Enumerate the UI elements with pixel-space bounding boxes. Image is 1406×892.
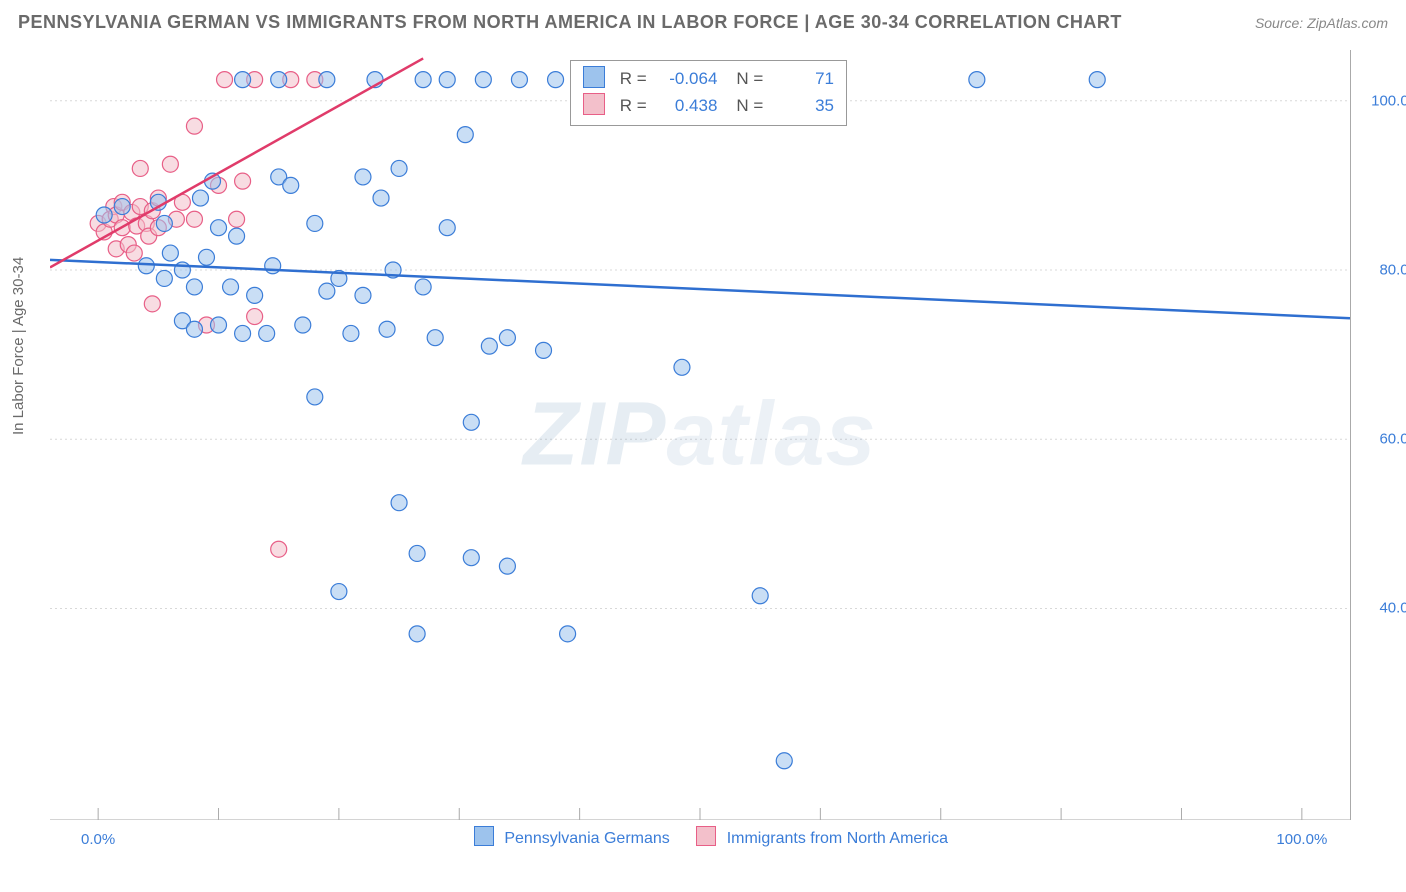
swatch-na [583,93,605,115]
source-label: Source: ZipAtlas.com [1255,15,1388,31]
legend-label-pg: Pennsylvania Germans [504,830,669,847]
r-value-na: 0.438 [651,92,717,119]
n-value-pg: 71 [768,65,834,92]
legend-label-na: Immigrants from North America [727,830,948,847]
bottom-legend: Pennsylvania Germans Immigrants from Nor… [50,826,1350,848]
n-value-na: 35 [768,92,834,119]
scatter-svg [50,50,1350,820]
stats-row-na: R = 0.438 N = 35 [583,92,834,119]
r-value-pg: -0.064 [651,65,717,92]
x-tick-label: 0.0% [81,831,115,848]
y-axis-label: In Labor Force | Age 30-34 [10,257,27,435]
y-tick-label: 40.0% [1379,600,1406,617]
chart-plot-area: ZIPatlas R = -0.064 N = 71 R = 0.438 N =… [50,50,1351,820]
stats-row-pg: R = -0.064 N = 71 [583,65,834,92]
y-tick-label: 100.0% [1371,92,1406,109]
y-tick-label: 80.0% [1379,262,1406,279]
chart-title: PENNSYLVANIA GERMAN VS IMMIGRANTS FROM N… [18,12,1122,33]
swatch-pg [583,66,605,88]
legend-swatch-pg [474,826,494,846]
y-tick-label: 60.0% [1379,431,1406,448]
correlation-stats-box: R = -0.064 N = 71 R = 0.438 N = 35 [570,60,847,126]
legend-swatch-na [696,826,716,846]
x-tick-label: 100.0% [1276,831,1327,848]
